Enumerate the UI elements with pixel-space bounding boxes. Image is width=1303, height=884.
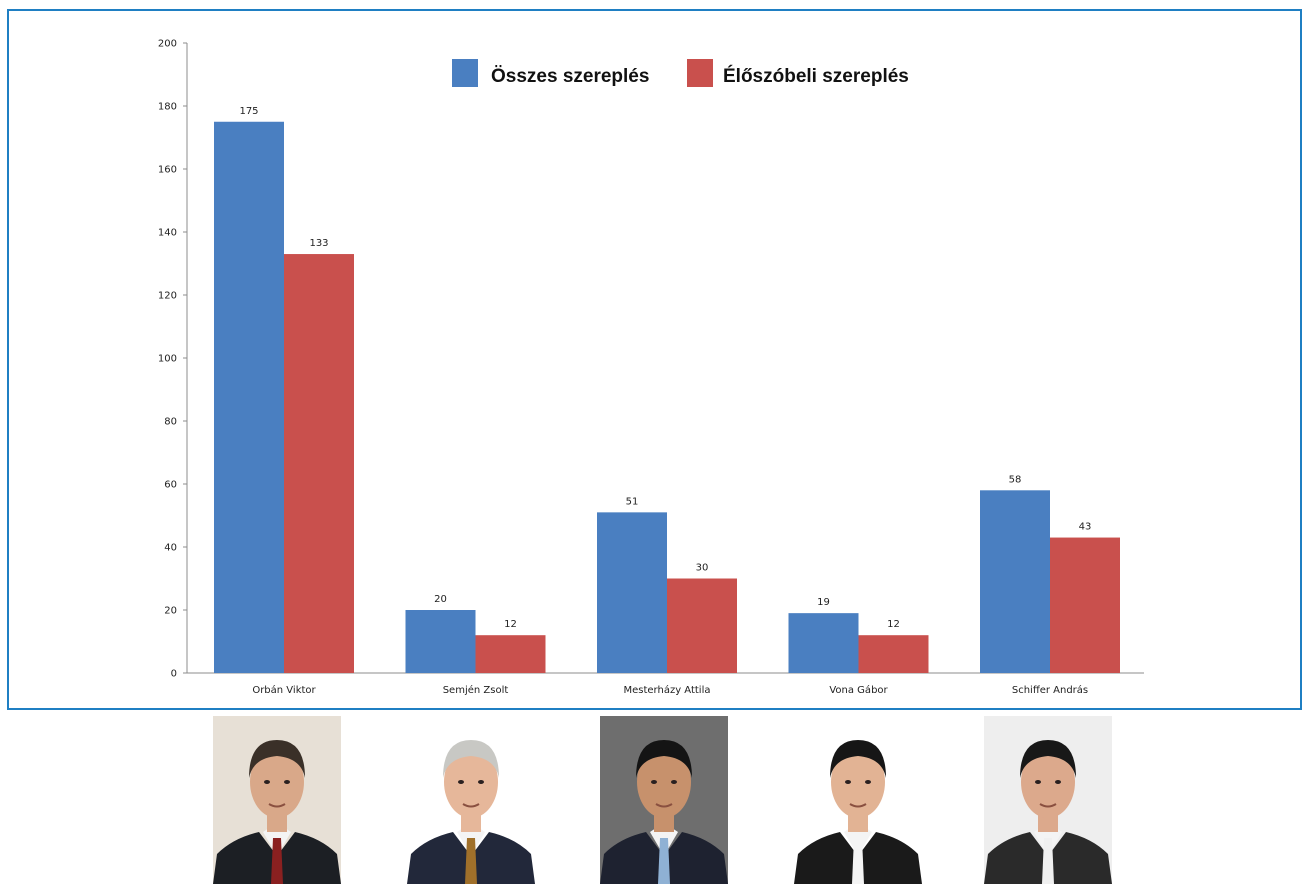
chart-frame: 0 20 40 60 80 100 120 140 160 180 200 175 133 Orbán V… — [7, 9, 1302, 710]
legend-label: Élőszóbeli szereplés — [723, 65, 909, 87]
data-label: 19 — [817, 597, 830, 608]
x-tick-label: Schiffer András — [1012, 684, 1088, 696]
portrait-photo — [213, 716, 341, 884]
portrait-icon — [213, 716, 341, 884]
bar-eloszobeli — [475, 635, 546, 673]
portrait-photo — [984, 716, 1112, 884]
data-label: 30 — [696, 563, 709, 574]
y-tick-label: 120 — [158, 291, 177, 302]
legend-label: Összes szereplés — [491, 66, 649, 87]
bar-osszes — [597, 512, 667, 673]
data-label: 51 — [626, 496, 639, 507]
bar-eloszobeli — [667, 578, 737, 673]
y-tick-label: 20 — [164, 606, 177, 617]
bar-osszes — [788, 613, 859, 673]
data-label: 58 — [1009, 474, 1022, 485]
bar-osszes — [980, 490, 1050, 673]
data-label: 175 — [239, 106, 258, 117]
bar-eloszobeli — [1050, 537, 1120, 673]
portrait-photo — [407, 716, 535, 884]
y-tick-label: 40 — [164, 543, 177, 554]
y-tick-label: 60 — [164, 480, 177, 491]
y-tick-label: 100 — [158, 354, 177, 365]
data-label: 43 — [1079, 522, 1092, 533]
y-tick-label: 200 — [158, 39, 177, 50]
y-tick-label: 140 — [158, 228, 177, 239]
portrait-icon — [600, 716, 728, 884]
portrait-photo — [600, 716, 728, 884]
data-label: 12 — [504, 619, 517, 630]
y-tick-label: 180 — [158, 102, 177, 113]
bar-osszes — [214, 121, 284, 673]
x-tick-label: Mesterházy Attila — [623, 684, 710, 696]
portrait-icon — [407, 716, 535, 884]
y-tick-label: 80 — [164, 417, 177, 428]
bar-eloszobeli — [858, 635, 929, 673]
x-tick-label: Semjén Zsolt — [443, 684, 509, 696]
data-label: 12 — [887, 619, 900, 630]
x-tick-label: Orbán Viktor — [252, 684, 316, 696]
portrait-icon — [794, 716, 922, 884]
bar-chart: 0 20 40 60 80 100 120 140 160 180 200 175 133 Orbán V… — [158, 39, 1144, 696]
portrait-photo — [794, 716, 922, 884]
legend-swatch — [452, 59, 478, 87]
data-label: 20 — [434, 594, 447, 605]
y-tick-label: 160 — [158, 165, 177, 176]
portrait-icon — [984, 716, 1112, 884]
x-tick-label: Vona Gábor — [829, 684, 888, 696]
bar-osszes — [405, 610, 476, 673]
bar-eloszobeli — [284, 254, 354, 674]
data-label: 133 — [309, 238, 328, 249]
legend-swatch — [687, 59, 713, 87]
y-tick-label: 0 — [171, 669, 177, 680]
